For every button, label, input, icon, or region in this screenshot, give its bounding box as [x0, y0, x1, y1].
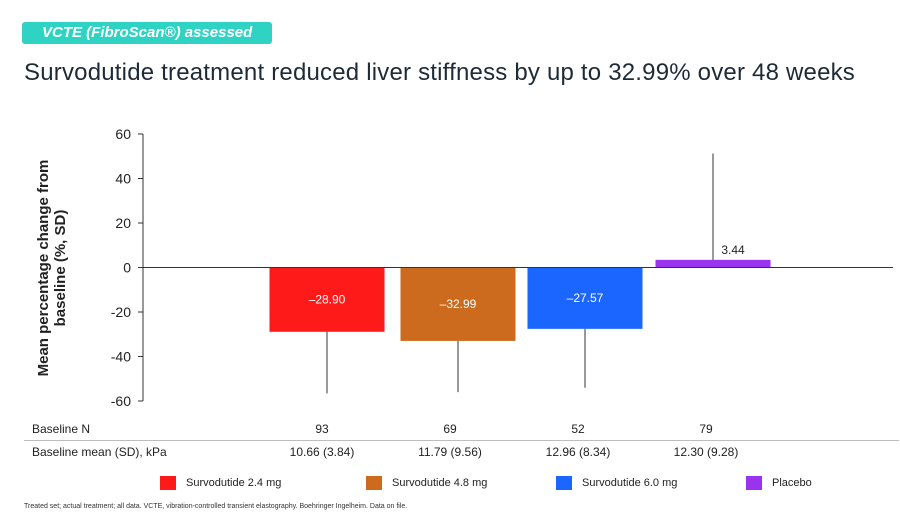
page-title: Survodutide treatment reduced liver stif… — [24, 59, 856, 86]
table-row: Baseline mean (SD), kPa 10.66 (3.84) 11.… — [24, 440, 899, 463]
table-cell-empty — [770, 418, 899, 441]
y-tick-label: 40 — [115, 171, 131, 187]
legend-label: Survodutide 2.4 mg — [186, 477, 282, 489]
table-row: Baseline N 93 69 52 79 — [24, 418, 899, 441]
legend-swatch — [366, 476, 382, 490]
data-label: –28.90 — [309, 293, 346, 307]
table-cell: 12.30 (9.28) — [642, 440, 770, 463]
table-cell: 12.96 (8.34) — [514, 440, 642, 463]
footnote: Treated set; actual treatment; all data.… — [24, 503, 408, 510]
y-tick-label: 60 — [115, 126, 131, 142]
legend-item: Survodutide 4.8 mg — [366, 476, 487, 490]
legend-swatch — [746, 476, 762, 490]
bar — [400, 267, 516, 341]
row-label: Baseline mean (SD), kPa — [24, 440, 258, 463]
legend-item: Survodutide 2.4 mg — [160, 476, 281, 490]
table-cell: 11.79 (9.56) — [386, 440, 514, 463]
bar — [269, 267, 385, 332]
y-tick-label: -20 — [111, 304, 131, 320]
y-tick-label: 0 — [123, 260, 131, 276]
table-cell: 52 — [571, 422, 585, 436]
baseline-table: Baseline N 93 69 52 79 Baseline mean (SD… — [24, 418, 899, 463]
table-cell: 10.66 (3.84) — [258, 440, 386, 463]
table-cell: 93 — [315, 422, 329, 436]
legend-item: Survodutide 6.0 mg — [556, 476, 677, 490]
legend-label: Survodutide 6.0 mg — [582, 477, 678, 489]
y-tick-label: 20 — [115, 215, 131, 231]
legend-label: Placebo — [772, 477, 812, 489]
data-label: 3.44 — [721, 243, 745, 257]
y-tick-label: -40 — [111, 349, 131, 365]
assessment-badge: VCTE (FibroScan®) assessed — [22, 22, 273, 44]
bar — [527, 267, 643, 329]
row-label: Baseline N — [32, 422, 91, 436]
table-cell: 79 — [699, 422, 713, 436]
table-cell: 69 — [443, 422, 457, 436]
y-tick-label: -60 — [111, 393, 131, 409]
legend-item: Placebo — [746, 476, 812, 490]
legend-swatch — [160, 476, 176, 490]
bar — [655, 259, 771, 268]
legend-label: Survodutide 4.8 mg — [392, 477, 488, 489]
data-label: –32.99 — [440, 297, 477, 311]
table-cell-empty — [770, 440, 899, 463]
data-label: –27.57 — [567, 291, 604, 305]
legend: Survodutide 2.4 mg Survodutide 4.8 mg Su… — [0, 476, 900, 496]
legend-swatch — [556, 476, 572, 490]
